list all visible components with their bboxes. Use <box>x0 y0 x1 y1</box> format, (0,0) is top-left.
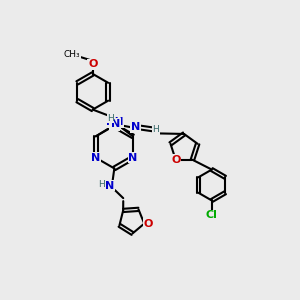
Text: NH: NH <box>106 117 124 128</box>
Text: H: H <box>98 180 105 189</box>
Text: N: N <box>91 153 101 163</box>
Text: CH₃: CH₃ <box>64 50 80 59</box>
Text: O: O <box>143 219 152 229</box>
Text: N: N <box>128 153 137 163</box>
Text: N: N <box>111 119 120 129</box>
Text: H: H <box>107 114 114 123</box>
Text: N: N <box>131 122 140 132</box>
Text: N: N <box>110 121 119 130</box>
Text: O: O <box>88 59 98 69</box>
Text: H: H <box>152 125 159 134</box>
Text: Cl: Cl <box>206 210 218 220</box>
Text: N: N <box>105 181 114 191</box>
Text: O: O <box>171 155 180 165</box>
